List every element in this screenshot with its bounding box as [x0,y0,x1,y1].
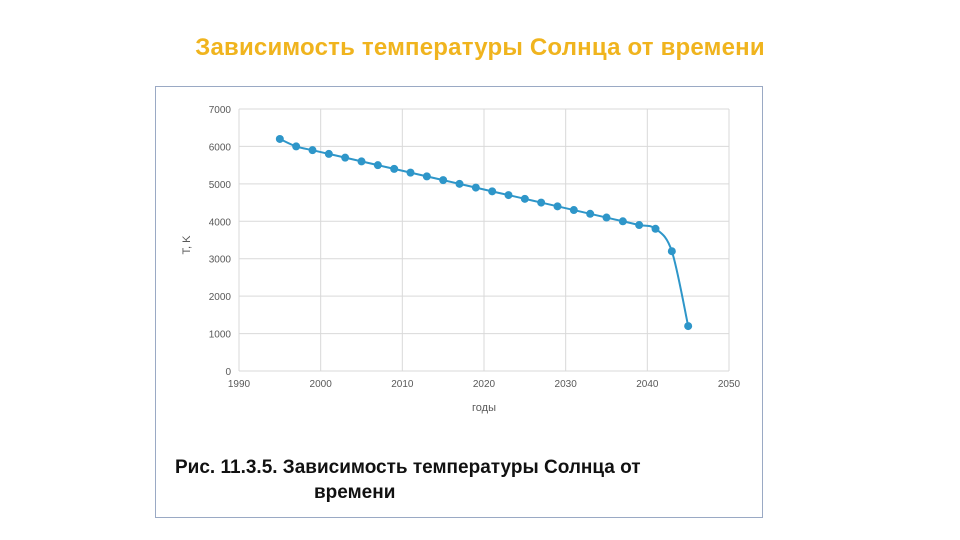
y-tick-label: 5000 [209,180,232,191]
figure-caption: Рис. 11.3.5. Зависимость температуры Сол… [175,455,755,505]
data-point [667,247,676,256]
x-tick-label: 2010 [391,379,414,390]
data-point [651,224,660,233]
x-tick-label: 2050 [718,379,741,390]
data-point [569,206,578,215]
x-tick-label: 2000 [310,379,333,390]
x-tick-label: 2020 [473,379,496,390]
caption-line-1: Рис. 11.3.5. Зависимость температуры Сол… [175,457,641,478]
y-tick-label: 4000 [209,217,232,228]
data-point [488,187,497,196]
figure-frame: 0 1000 2000 3000 4000 5000 6000 7000 1990 2000 201… [155,86,763,518]
data-point [602,213,611,222]
x-tick-label: 2040 [636,379,659,390]
data-point [406,168,415,177]
caption-line-2: времени [314,482,396,503]
data-point [618,217,627,226]
data-point [292,142,301,151]
data-point [586,209,595,218]
data-point [504,191,513,200]
x-tick-label: 2030 [555,379,578,390]
data-point [422,172,431,181]
data-point [635,221,644,230]
data-point [308,146,317,155]
data-point [455,179,464,188]
x-tick-label: 1990 [228,379,251,390]
chart-tick-labels: 0 1000 2000 3000 4000 5000 6000 7000 1990 2000 201… [209,105,741,390]
y-tick-label: 7000 [209,105,232,116]
chart-grid [238,108,730,372]
y-axis-label: T, K [181,235,193,255]
chart-series [275,134,693,331]
y-tick-label: 6000 [209,142,232,153]
data-point [471,183,480,192]
data-point [439,176,448,185]
y-tick-label: 3000 [209,255,232,266]
data-point [553,202,562,211]
y-tick-label: 1000 [209,330,232,341]
data-point [537,198,546,207]
data-point [520,194,529,203]
y-tick-label: 0 [225,367,231,378]
data-point [341,153,350,162]
data-point [324,149,333,158]
data-point [275,134,284,143]
data-point [357,157,366,166]
y-tick-label: 2000 [209,292,232,303]
temperature-chart: 0 1000 2000 3000 4000 5000 6000 7000 1990 2000 201… [181,105,741,414]
x-axis-label: годы [472,402,496,414]
data-point [684,322,693,331]
slide-title: Зависимость температуры Солнца от времен… [195,34,765,61]
data-point [390,164,399,173]
data-point [373,161,382,170]
